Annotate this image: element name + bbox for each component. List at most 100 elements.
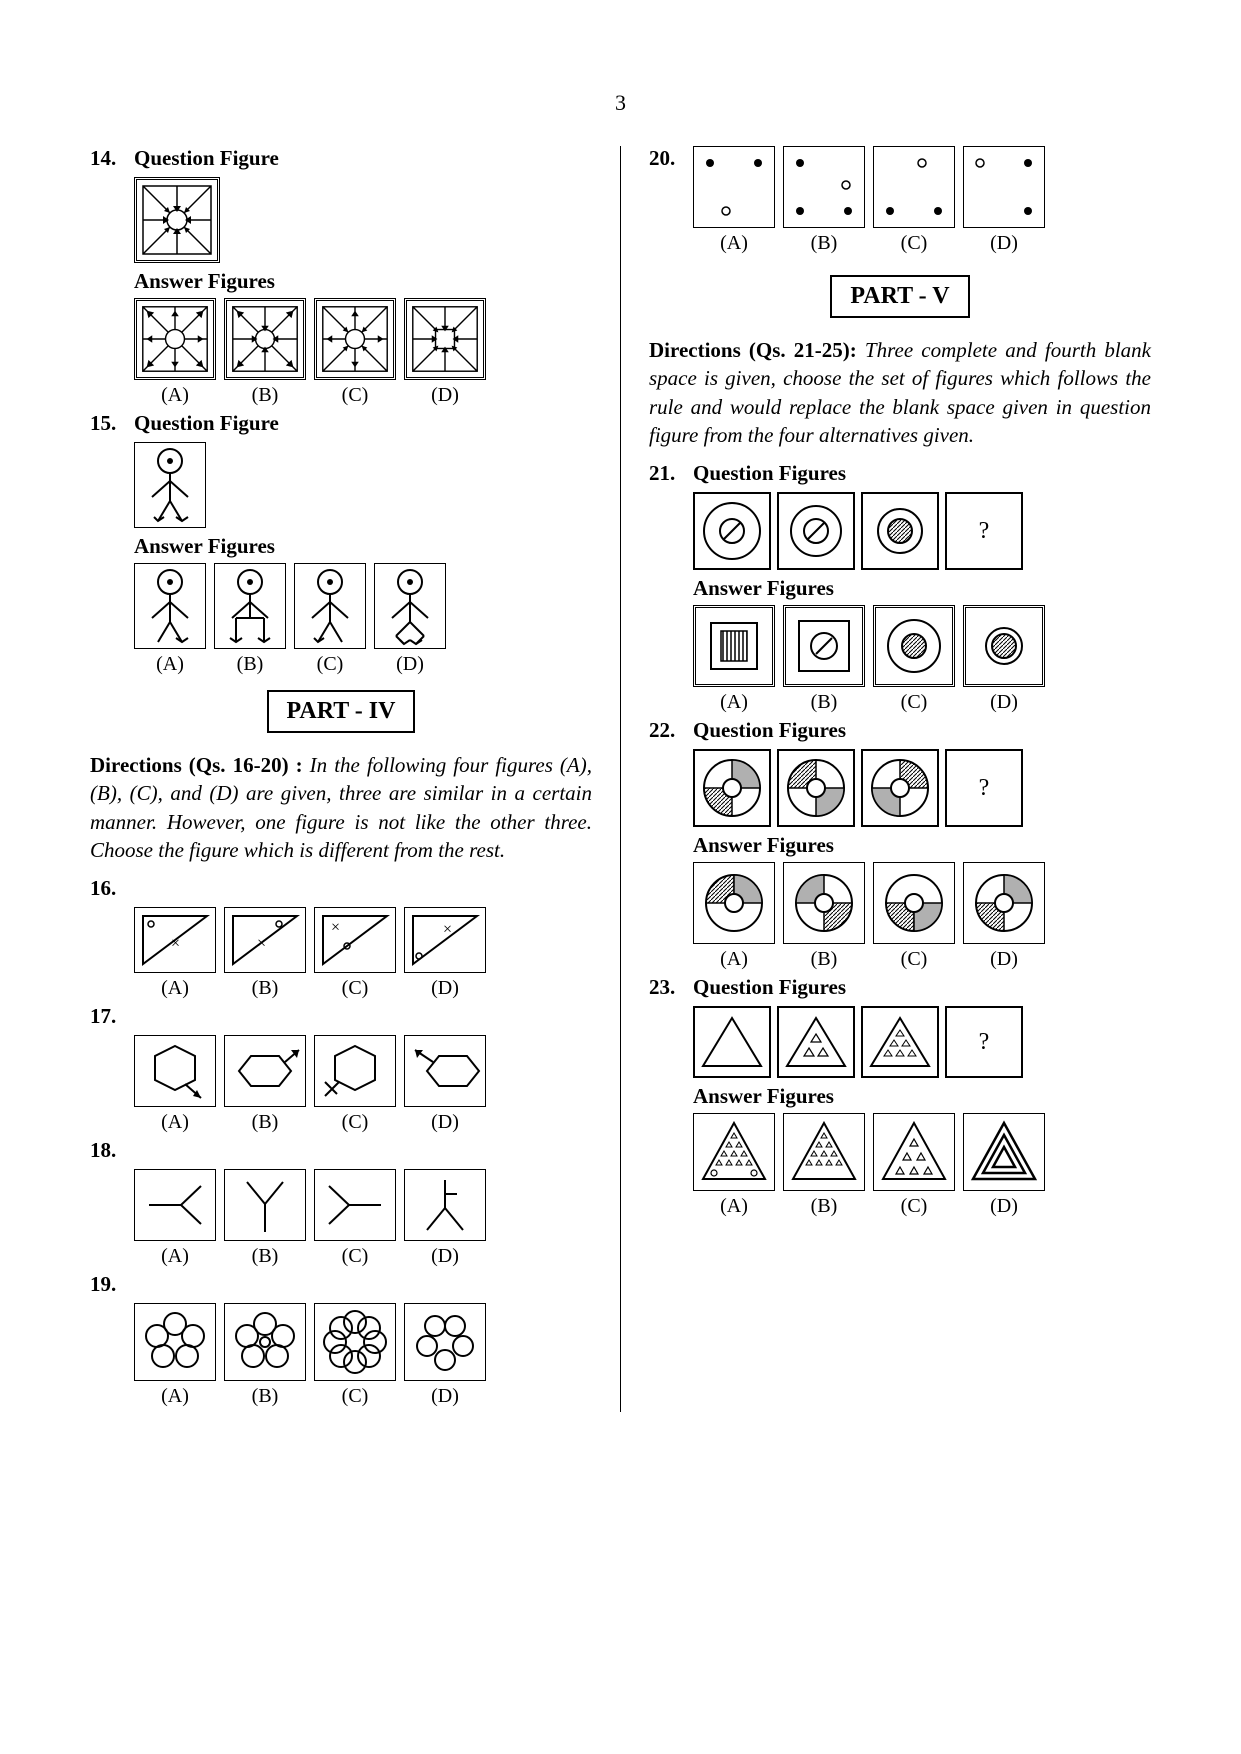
q17-answer-row: (A) (B)	[134, 1035, 592, 1134]
q15-qfig-box	[134, 442, 206, 528]
opt-label: (D)	[431, 1385, 459, 1408]
q15-header: 15. Question Figure	[90, 411, 592, 436]
q22-header: 22. Question Figures	[649, 718, 1151, 743]
q22-qmark: ?	[945, 749, 1023, 827]
question-mark: ?	[979, 775, 990, 802]
svg-text:×: ×	[331, 919, 340, 936]
opt-label: (A)	[720, 948, 748, 971]
q14-number: 14.	[90, 146, 134, 171]
q21-question-row: ?	[693, 492, 1151, 570]
q23-opt-c: (C)	[873, 1113, 955, 1218]
q21-qmark: ?	[945, 492, 1023, 570]
q15-title: Question Figure	[134, 411, 279, 436]
q14-opt-b: (B)	[224, 298, 306, 407]
q18-opt-b: (B)	[224, 1169, 306, 1268]
opt-label: (B)	[252, 1385, 279, 1408]
opt-label: (B)	[237, 653, 264, 676]
q15-answer-row: (A)	[134, 563, 592, 676]
q18-opt-d: (D)	[404, 1169, 486, 1268]
q22-q1	[693, 749, 771, 827]
part-iv-wrap: PART - IV	[90, 680, 592, 751]
q22-q2	[777, 749, 855, 827]
opt-label: (C)	[901, 1195, 928, 1218]
opt-label: (A)	[161, 1245, 189, 1268]
q22-answer-row: (A) (B)	[693, 862, 1151, 971]
two-column-layout: 14. Question Figure	[90, 146, 1151, 1412]
q22-title: Question Figures	[693, 718, 846, 743]
q14-qfig-svg	[139, 182, 215, 258]
q23-opt-a: (A)	[693, 1113, 775, 1218]
q21-header: 21. Question Figures	[649, 461, 1151, 486]
opt-label: (D)	[396, 653, 424, 676]
opt-label: (B)	[811, 691, 838, 714]
page-number: 3	[90, 90, 1151, 116]
opt-label: (C)	[342, 1111, 369, 1134]
q23-qmark: ?	[945, 1006, 1023, 1078]
q15-opt-a: (A)	[134, 563, 206, 676]
q23-opt-b: (B)	[783, 1113, 865, 1218]
svg-text:×: ×	[443, 921, 452, 938]
q14-opt-a: (A)	[134, 298, 216, 407]
q22-number: 22.	[649, 718, 693, 743]
right-column: 20. (A)	[620, 146, 1151, 1412]
directions-bold: Directions (Qs. 16-20) :	[90, 753, 303, 777]
q16-answer-row: × (A) × (B) ×	[134, 907, 592, 1000]
opt-label: (C)	[317, 653, 344, 676]
q18-opt-a: (A)	[134, 1169, 216, 1268]
q22-opt-b: (B)	[783, 862, 865, 971]
left-column: 14. Question Figure	[90, 146, 592, 1412]
opt-label: (A)	[161, 1111, 189, 1134]
q19-opt-a: (A)	[134, 1303, 216, 1408]
part-v-directions: Directions (Qs. 21-25): Three complete a…	[649, 336, 1151, 449]
q23-q3	[861, 1006, 939, 1078]
q23-q2	[777, 1006, 855, 1078]
opt-label: (C)	[342, 977, 369, 1000]
q17-opt-d: (D)	[404, 1035, 486, 1134]
q20-opt-d: (D)	[963, 146, 1045, 255]
q21-q2	[777, 492, 855, 570]
q19-answer-row: (A) (B)	[134, 1303, 592, 1408]
opt-label: (C)	[342, 1245, 369, 1268]
q21-opt-d: (D)	[963, 605, 1045, 714]
opt-label: (B)	[252, 1111, 279, 1134]
q16-number: 16.	[90, 876, 134, 901]
part-iv-directions: Directions (Qs. 16-20) : In the followin…	[90, 751, 592, 864]
directions-bold: Directions (Qs. 21-25):	[649, 338, 857, 362]
opt-label: (D)	[990, 1195, 1018, 1218]
opt-label: (A)	[156, 653, 184, 676]
q20-row: 20. (A)	[649, 146, 1151, 259]
q14-question-figure	[134, 177, 592, 263]
q14-opt-c: (C)	[314, 298, 396, 407]
q21-answer-title: Answer Figures	[693, 576, 1151, 601]
q22-answer-title: Answer Figures	[693, 833, 1151, 858]
q19-opt-d: (D)	[404, 1303, 486, 1408]
opt-label: (A)	[161, 1385, 189, 1408]
svg-text:×: ×	[257, 935, 266, 952]
q15-question-figure	[134, 442, 592, 528]
q15-number: 15.	[90, 411, 134, 436]
q23-answer-row: (A) (B)	[693, 1113, 1151, 1218]
q18-answer-row: (A) (B)	[134, 1169, 592, 1268]
q22-opt-a: (A)	[693, 862, 775, 971]
q15-opt-d: (D)	[374, 563, 446, 676]
q18-number: 18.	[90, 1138, 134, 1163]
q20-opt-c: (C)	[873, 146, 955, 255]
q18-row: 18.	[90, 1138, 592, 1163]
q17-number: 17.	[90, 1004, 134, 1029]
part-iv-label: PART - IV	[267, 690, 416, 733]
q22-q3	[861, 749, 939, 827]
opt-label: (D)	[431, 384, 459, 407]
q22-opt-d: (D)	[963, 862, 1045, 971]
q23-q1	[693, 1006, 771, 1078]
q14-answer-title: Answer Figures	[134, 269, 592, 294]
opt-label: (C)	[342, 384, 369, 407]
opt-label: (A)	[161, 977, 189, 1000]
q17-opt-a: (A)	[134, 1035, 216, 1134]
opt-label: (C)	[342, 1385, 369, 1408]
q22-question-row: ?	[693, 749, 1151, 827]
q18-opt-c: (C)	[314, 1169, 396, 1268]
q14-header: 14. Question Figure	[90, 146, 592, 171]
opt-label: (B)	[811, 232, 838, 255]
q15-opt-c: (C)	[294, 563, 366, 676]
opt-label: (D)	[431, 1111, 459, 1134]
